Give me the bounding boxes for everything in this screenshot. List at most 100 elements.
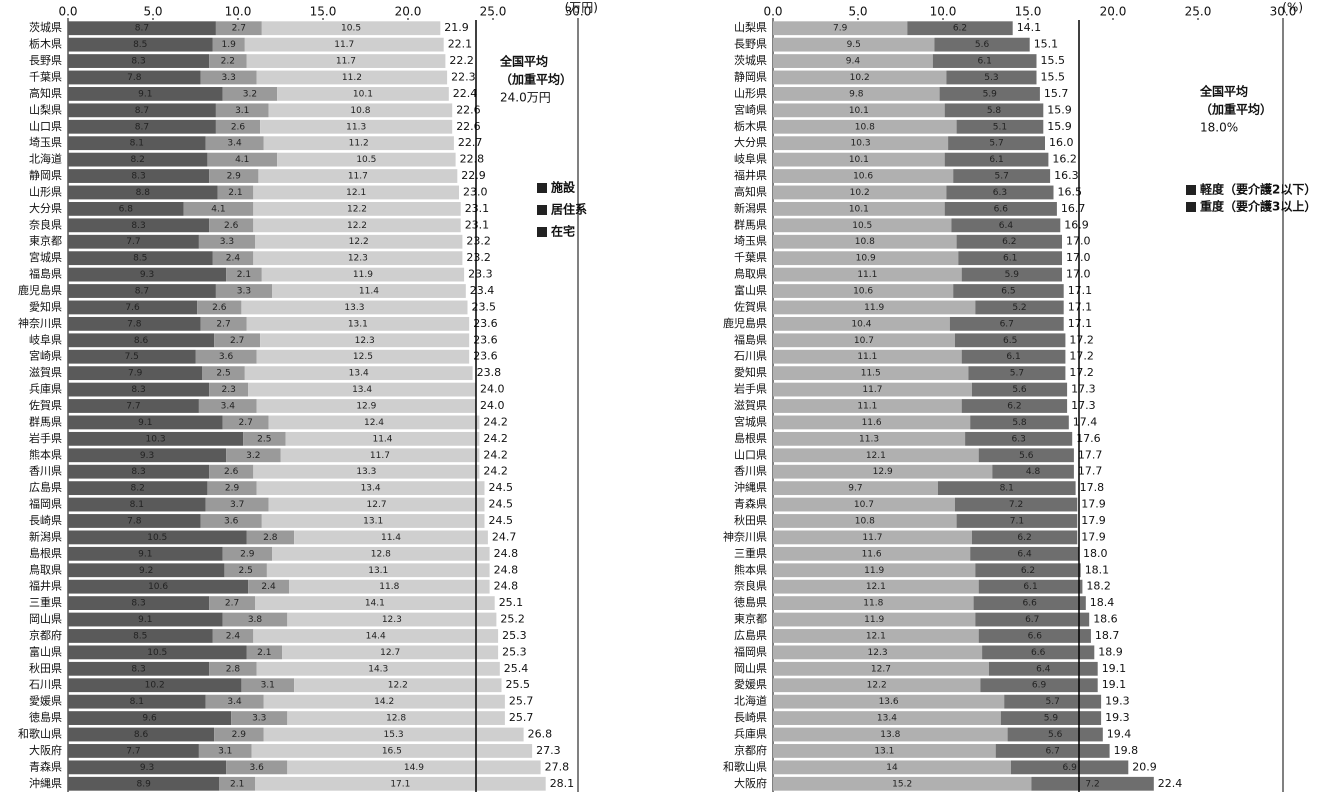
- bar-segment: [68, 661, 210, 676]
- category-label: 茨城県: [734, 53, 767, 67]
- segment-label: 11.5: [861, 369, 881, 379]
- bar-segment: [272, 546, 490, 561]
- segment-label: 6.7: [1000, 319, 1014, 329]
- segment-label: 6.9: [1032, 681, 1047, 691]
- x-tick-label: 5.0: [143, 5, 162, 19]
- segment-label: 13.8: [880, 730, 900, 740]
- total-label: 19.4: [1107, 728, 1132, 741]
- segment-label: 3.1: [261, 681, 275, 691]
- bar-segment: [958, 251, 1062, 266]
- total-label: 17.1: [1068, 300, 1093, 313]
- segment-label: 2.4: [226, 631, 241, 641]
- category-label: 高知県: [29, 86, 62, 100]
- bar-segment: [256, 661, 500, 676]
- segment-label: 12.9: [356, 402, 376, 412]
- axis-unit: (%): [1282, 1, 1303, 15]
- bar-segment: [209, 464, 254, 479]
- bar-segment: [995, 744, 1110, 758]
- segment-label: 11.8: [379, 582, 399, 592]
- total-label: 17.7: [1078, 448, 1103, 461]
- total-label: 15.5: [1041, 70, 1066, 83]
- total-label: 16.3: [1054, 169, 1079, 182]
- bar-segment: [970, 415, 1069, 430]
- bar-segment: [773, 70, 947, 85]
- category-label: 高知県: [734, 184, 767, 198]
- segment-label: 11.1: [857, 402, 877, 412]
- segment-label: 2.5: [238, 566, 252, 576]
- bar-segment: [773, 579, 979, 594]
- segment-label: 6.1: [1006, 352, 1020, 362]
- total-label: 17.3: [1071, 383, 1096, 396]
- bar-segment: [253, 185, 459, 200]
- legend-swatch: [1186, 185, 1196, 195]
- bar-segment: [255, 234, 463, 249]
- category-label: 東京都: [29, 234, 62, 248]
- segment-label: 7.1: [1010, 516, 1024, 526]
- segment-label: 4.1: [211, 204, 225, 214]
- total-label: 22.9: [461, 169, 486, 182]
- bar-segment: [68, 744, 199, 758]
- segment-label: 6.5: [1003, 336, 1017, 346]
- segment-label: 11.2: [349, 139, 369, 149]
- bar-segment: [968, 366, 1066, 381]
- total-label: 25.5: [506, 678, 531, 691]
- segment-label: 5.1: [993, 122, 1007, 132]
- bar-segment: [209, 169, 259, 183]
- segment-label: 16.5: [382, 746, 402, 756]
- category-label: 広島県: [734, 628, 767, 642]
- segment-label: 7.2: [1009, 500, 1023, 510]
- category-label: 香川県: [29, 465, 62, 478]
- segment-label: 12.2: [349, 237, 369, 247]
- segment-label: 3.3: [220, 237, 234, 247]
- bar-segment: [219, 776, 255, 791]
- bar-segment: [68, 546, 223, 561]
- bar-segment: [226, 448, 281, 463]
- bar-segment: [773, 333, 955, 348]
- segment-label: 12.7: [367, 500, 387, 510]
- category-label: 東京都: [734, 612, 767, 626]
- segment-label: 9.1: [138, 89, 152, 99]
- segment-label: 6.1: [1023, 582, 1037, 592]
- segment-label: 2.9: [232, 730, 247, 740]
- total-label: 23.2: [466, 235, 491, 248]
- bar-segment: [978, 629, 1091, 643]
- bar-segment: [953, 169, 1051, 183]
- segment-label: 7.9: [128, 369, 143, 379]
- legend-swatch: [537, 227, 547, 237]
- segment-label: 13.1: [874, 746, 894, 756]
- bar-segment: [773, 776, 1032, 791]
- segment-label: 7.9: [833, 24, 848, 34]
- total-label: 24.0: [480, 383, 505, 396]
- bar-segment: [243, 431, 286, 446]
- category-label: 秋田県: [734, 513, 767, 527]
- segment-label: 8.3: [131, 385, 145, 395]
- category-label: 佐賀県: [29, 398, 62, 412]
- bar-segment: [277, 152, 456, 167]
- bar-segment: [773, 234, 957, 249]
- total-label: 14.1: [1017, 21, 1041, 34]
- bar-segment: [773, 431, 966, 446]
- segment-label: 1.9: [221, 40, 236, 50]
- segment-label: 2.7: [238, 418, 252, 428]
- segment-label: 11.7: [348, 172, 368, 182]
- bar-segment: [980, 678, 1098, 693]
- segment-label: 2.7: [225, 599, 239, 609]
- bar-segment: [946, 70, 1037, 85]
- bar-segment: [198, 399, 257, 413]
- total-label: 24.2: [483, 465, 508, 478]
- bar-segment: [68, 37, 213, 52]
- total-label: 18.6: [1093, 613, 1118, 626]
- segment-label: 2.4: [226, 254, 241, 264]
- category-label: 宮城県: [29, 250, 62, 264]
- total-label: 16.7: [1061, 202, 1086, 215]
- bar-segment: [294, 678, 502, 693]
- category-label: 奈良県: [29, 217, 62, 231]
- bar-segment: [68, 333, 215, 348]
- segment-label: 8.7: [135, 122, 149, 132]
- bar-segment: [949, 316, 1064, 331]
- category-label: 熊本県: [734, 562, 767, 576]
- category-label: 神奈川県: [723, 529, 767, 543]
- segment-label: 11.9: [864, 566, 884, 576]
- total-label: 28.1: [550, 777, 575, 790]
- segment-label: 6.9: [1062, 763, 1077, 773]
